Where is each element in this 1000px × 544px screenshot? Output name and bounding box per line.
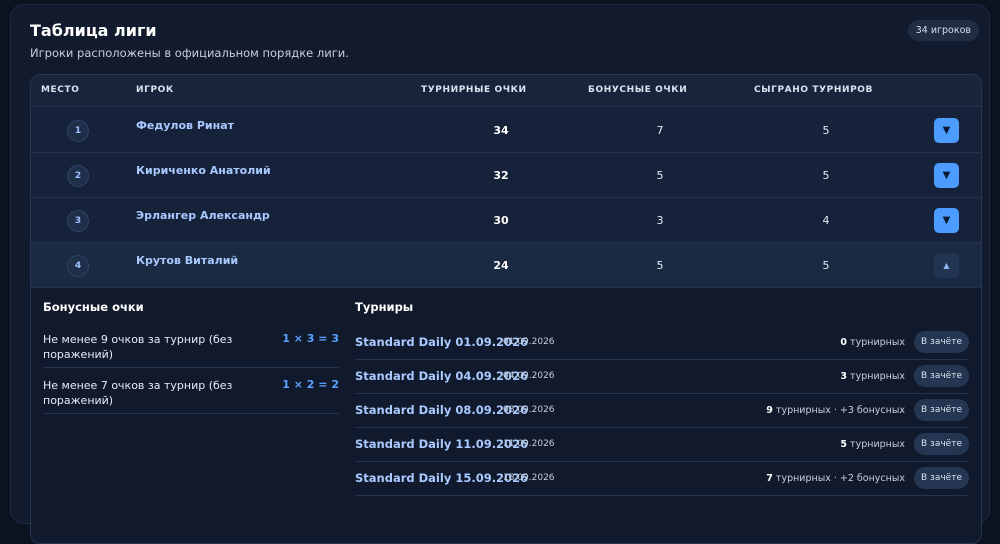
status-badge: В зачёте <box>914 467 969 489</box>
rank-badge: 2 <box>67 165 89 187</box>
played-count: 4 <box>822 214 830 227</box>
rank-badge: 1 <box>67 120 89 142</box>
players-count-badge: 34 игроков <box>907 20 979 41</box>
tournament-points: 34 <box>493 124 509 137</box>
table-row[interactable]: 3 Эрлангер Александр 30 3 4 ▼ <box>31 198 981 243</box>
bonus-item: Не менее 7 очков за турнир (без поражени… <box>43 378 339 414</box>
tournament-date: 01.09.2026 <box>503 337 555 347</box>
tournament-row: Standard Daily 01.09.2026 01.09.2026 0 т… <box>355 326 969 360</box>
col-bonus-points: БОНУСНЫЕ ОЧКИ <box>588 85 688 95</box>
bonus-points: 5 <box>656 169 664 182</box>
col-place: МЕСТО <box>41 85 80 95</box>
tournament-row: Standard Daily 15.09.2026 15.09.2026 7 т… <box>355 462 969 496</box>
player-details-panel: Бонусные очки Не менее 9 очков за турнир… <box>31 288 981 543</box>
tournament-date: 08.09.2026 <box>503 405 555 415</box>
bonus-item: Не менее 9 очков за турнир (без поражени… <box>43 332 339 368</box>
tournaments-heading: Турниры <box>355 300 414 314</box>
tournament-date: 04.09.2026 <box>503 371 555 381</box>
table-row[interactable]: 1 Федулов Ринат 34 7 5 ▼ <box>31 108 981 153</box>
player-name-link[interactable]: Крутов Виталий <box>136 254 239 267</box>
tournament-row: Standard Daily 11.09.2026 11.09.2026 5 т… <box>355 428 969 462</box>
tournament-link[interactable]: Standard Daily 08.09.2026 <box>355 403 529 417</box>
bonus-formula: 1 × 3 = 3 <box>282 332 339 345</box>
tournament-row: Standard Daily 04.09.2026 04.09.2026 3 т… <box>355 360 969 394</box>
tournament-date: 15.09.2026 <box>503 473 555 483</box>
tournament-link[interactable]: Standard Daily 01.09.2026 <box>355 335 529 349</box>
bonus-rule: Не менее 9 очков за турнир (без поражени… <box>43 333 233 361</box>
league-table-card: Таблица лиги Игроки расположены в официа… <box>10 4 990 544</box>
rank-badge: 3 <box>67 210 89 232</box>
tournament-link[interactable]: Standard Daily 15.09.2026 <box>355 471 529 485</box>
played-count: 5 <box>822 259 830 272</box>
tournament-points: 30 <box>493 214 509 227</box>
status-badge: В зачёте <box>914 399 969 421</box>
tournament-date: 11.09.2026 <box>503 439 555 449</box>
rank-badge: 4 <box>67 255 89 277</box>
played-count: 5 <box>822 169 830 182</box>
col-player: ИГРОК <box>136 85 174 95</box>
col-tournament-points: ТУРНИРНЫЕ ОЧКИ <box>421 85 527 95</box>
player-name-link[interactable]: Эрлангер Александр <box>136 209 270 222</box>
tournament-score: 3 турнирных <box>840 371 905 382</box>
tournament-score: 9 турнирных · +3 бонусных <box>766 405 905 416</box>
status-badge: В зачёте <box>914 433 969 455</box>
player-name-link[interactable]: Кириченко Анатолий <box>136 164 271 177</box>
tournament-score: 5 турнирных <box>840 439 905 450</box>
page-subtitle: Игроки расположены в официальном порядке… <box>30 46 349 60</box>
status-badge: В зачёте <box>914 331 969 353</box>
expand-chevron-down-icon[interactable]: ▼ <box>934 118 959 143</box>
bonus-heading: Бонусные очки <box>43 300 144 314</box>
bonus-points: 3 <box>656 214 664 227</box>
page-title: Таблица лиги <box>30 21 157 40</box>
expand-chevron-down-icon[interactable]: ▼ <box>934 163 959 188</box>
bonus-points: 7 <box>656 124 664 137</box>
tournament-score: 7 турнирных · +2 бонусных <box>766 473 905 484</box>
tournament-row: Standard Daily 08.09.2026 08.09.2026 9 т… <box>355 394 969 428</box>
expand-chevron-down-icon[interactable]: ▼ <box>934 208 959 233</box>
col-played: СЫГРАНО ТУРНИРОВ <box>754 85 873 95</box>
status-badge: В зачёте <box>914 365 969 387</box>
tournament-link[interactable]: Standard Daily 11.09.2026 <box>355 437 529 451</box>
tournament-points: 32 <box>493 169 509 182</box>
table-row[interactable]: 2 Кириченко Анатолий 32 5 5 ▼ <box>31 153 981 198</box>
bonus-formula: 1 × 2 = 2 <box>282 378 339 391</box>
tournament-link[interactable]: Standard Daily 04.09.2026 <box>355 369 529 383</box>
player-name-link[interactable]: Федулов Ринат <box>136 119 234 132</box>
bonus-rule: Не менее 7 очков за турнир (без поражени… <box>43 379 233 407</box>
tournament-score: 0 турнирных <box>840 337 905 348</box>
tournament-points: 24 <box>493 259 509 272</box>
collapse-chevron-up-icon[interactable]: ▲ <box>934 253 959 278</box>
table-header: МЕСТО ИГРОК ТУРНИРНЫЕ ОЧКИ БОНУСНЫЕ ОЧКИ… <box>31 75 981 107</box>
league-table: МЕСТО ИГРОК ТУРНИРНЫЕ ОЧКИ БОНУСНЫЕ ОЧКИ… <box>30 74 982 544</box>
bonus-points: 5 <box>656 259 664 272</box>
table-row-expanded[interactable]: 4 Крутов Виталий 24 5 5 ▲ <box>31 243 981 288</box>
played-count: 5 <box>822 124 830 137</box>
